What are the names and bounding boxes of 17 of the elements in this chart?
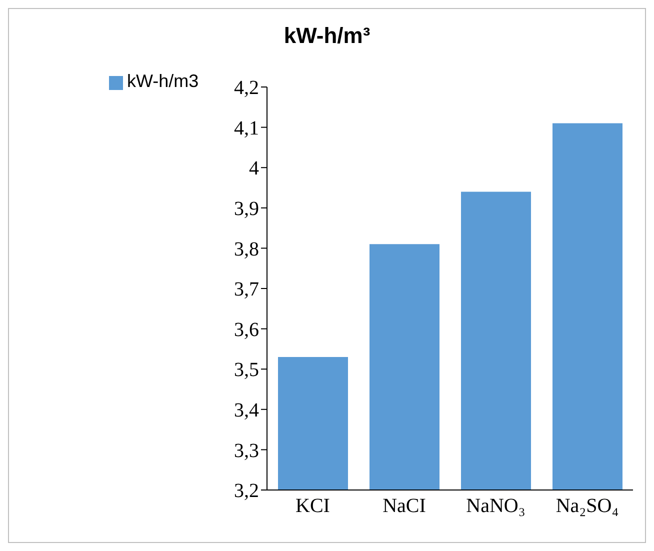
x-tick-label: NaCI [382, 495, 426, 518]
y-tick-label: 3,6 [234, 318, 259, 341]
x-tick-label: KCI [296, 495, 330, 518]
y-tick-label: 4,1 [234, 117, 259, 140]
y-tick-label: 3,2 [234, 480, 259, 502]
y-tick-label: 4,2 [234, 77, 259, 100]
y-tick-label: 3,4 [234, 400, 259, 422]
y-tick-label: 4 [249, 158, 259, 180]
y-tick-label: 3,8 [234, 238, 259, 260]
x-tick-label: NaNO₃ [466, 495, 526, 518]
chart-title: kW-h/m³ [282, 23, 372, 49]
y-tick-label: 3,3 [234, 440, 259, 462]
y-tick-label: 3,9 [234, 198, 259, 220]
y-tick-label: 3,7 [234, 278, 259, 301]
legend-label: kW-h/m3 [127, 71, 199, 91]
y-tick-label: 3,5 [234, 359, 259, 382]
x-tick-label: Na₂SO₄ [556, 495, 619, 518]
